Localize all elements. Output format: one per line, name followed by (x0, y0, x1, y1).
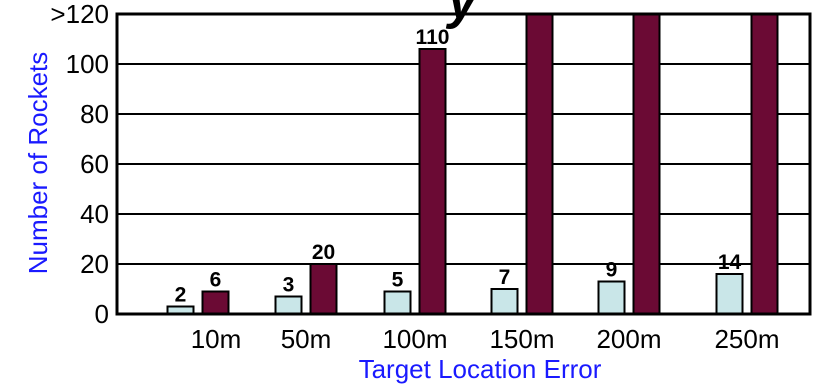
bar (418, 48, 447, 315)
plot-frame (115, 12, 812, 316)
x-axis-title: Target Location Error (359, 354, 602, 384)
bar (525, 13, 554, 315)
y-tick-label: 80 (80, 99, 109, 129)
data-label: 20 (312, 241, 335, 264)
y-tick-label: 40 (80, 199, 109, 229)
bar (750, 13, 779, 315)
data-label: 2 (175, 284, 187, 307)
data-labels: 26 3 20 5 110 7 9 14 (175, 26, 742, 307)
gridlines (117, 63, 810, 265)
data-label: 110 (416, 26, 450, 49)
data-label: 7 (499, 266, 511, 289)
y-tick-label: 60 (80, 149, 109, 179)
y-tick-label: >120 (50, 0, 109, 29)
bar (309, 263, 338, 315)
x-tick-label: 250m (714, 324, 779, 354)
x-tick-label: 50m (281, 324, 332, 354)
y-tick-labels: 0 20 40 60 80 100 >120 (50, 0, 109, 329)
bar (597, 280, 626, 315)
x-tick-label: 10m (191, 324, 242, 354)
x-tick-label: 100m (382, 324, 447, 354)
data-label: 6 (210, 269, 222, 292)
bar (490, 288, 519, 315)
data-label: 9 (606, 259, 618, 282)
data-label: 5 (392, 269, 404, 292)
x-tick-label: 200m (596, 324, 661, 354)
bar (383, 290, 412, 315)
axes (115, 12, 812, 316)
y-tick-label: 0 (95, 299, 109, 329)
x-tick-labels: 10m 50m 100m 150m 200m 250m (191, 324, 780, 354)
y-axis-title: Number of Rockets (23, 52, 53, 275)
bar (274, 295, 303, 315)
x-tick-label: 150m (489, 324, 554, 354)
chart-title-fragment: y (445, 0, 480, 30)
bars (166, 13, 779, 315)
data-label: 3 (283, 274, 295, 297)
data-label: 14 (718, 251, 742, 274)
y-tick-label: 100 (66, 49, 109, 79)
bar (632, 13, 661, 315)
y-tick-label: 20 (80, 249, 109, 279)
bar (715, 273, 744, 315)
bar (201, 290, 230, 315)
